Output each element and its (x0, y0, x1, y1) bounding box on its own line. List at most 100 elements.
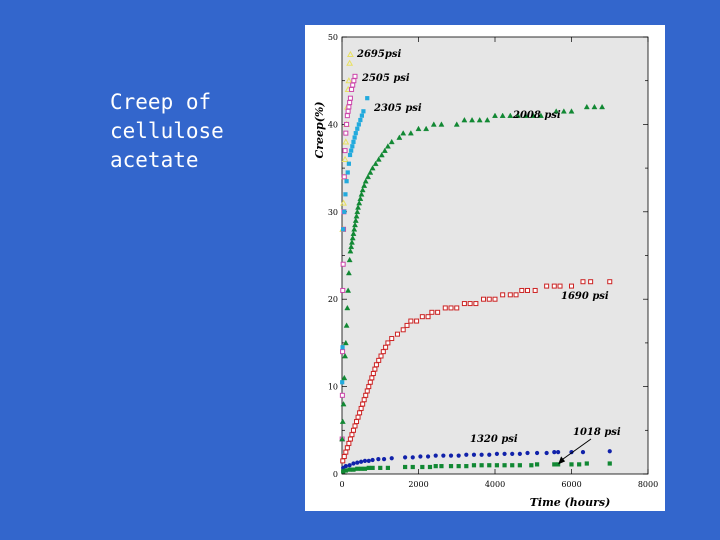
series-1690-psi (340, 279, 613, 464)
data-point-1018-psi (456, 464, 461, 469)
data-point-1690-psi (360, 401, 366, 407)
x-tick-label: 6000 (561, 480, 581, 489)
series-label-1690-psi: 1690 psi (561, 291, 609, 302)
series-1320-psi (341, 449, 612, 470)
data-point-2305-psi (351, 139, 356, 144)
data-point-2008-psi (407, 130, 414, 136)
data-point-2008-psi (357, 195, 364, 201)
data-point-1320-psi (362, 458, 368, 463)
arrow-1018-line (560, 438, 592, 461)
data-point-2305-psi (358, 117, 363, 123)
slide-title: Creep of cellulose acetate (110, 90, 224, 172)
data-point-1320-psi (359, 459, 364, 464)
data-point-1690-psi (383, 344, 389, 350)
data-point-1018-psi (569, 462, 574, 467)
data-point-1018-psi (464, 464, 469, 469)
data-point-2695psi (345, 77, 353, 84)
data-point-2008-psi (507, 112, 514, 118)
data-point-1690-psi (385, 340, 391, 346)
series-label-2008-psi: 2008 psi (512, 110, 561, 121)
series-2305-psi (340, 96, 370, 385)
data-point-2305-psi (350, 144, 355, 149)
data-point-1690-psi (361, 397, 367, 403)
data-point-2008-psi (349, 235, 356, 241)
data-point-1690-psi (349, 432, 355, 438)
data-point-2505-psi (352, 73, 358, 79)
data-point-2008-psi (515, 112, 521, 118)
data-point-1690-psi (544, 283, 550, 289)
data-point-1690-psi (341, 454, 347, 460)
y-tick-label: 0 (333, 470, 338, 479)
data-point-2505-psi (351, 78, 357, 84)
data-point-2008-psi (343, 322, 350, 328)
data-point-2008-psi (352, 221, 358, 228)
data-point-2008-psi (499, 112, 506, 118)
data-point-2505-psi (341, 174, 347, 180)
x-tick-label: 0 (339, 480, 344, 489)
data-point-1018-psi (556, 462, 561, 467)
data-point-2008-psi (591, 103, 598, 110)
data-point-1690-psi (352, 423, 358, 429)
data-point-2008-psi (341, 374, 348, 381)
data-point-1320-psi (376, 457, 381, 462)
data-point-2008-psi (350, 230, 357, 236)
data-point-2008-psi (355, 204, 362, 210)
data-point-1690-psi (363, 392, 369, 398)
plot-area (342, 37, 648, 474)
data-point-1018-psi (427, 464, 433, 470)
x-axis-title: Time (hours) (530, 496, 611, 509)
data-point-1690-psi (481, 296, 487, 302)
series-label-1018-psi: 1018 psi (573, 427, 621, 438)
data-point-2505-psi (350, 82, 356, 88)
data-point-1690-psi (340, 458, 346, 464)
data-point-1690-psi (429, 309, 435, 315)
data-point-2305-psi (342, 209, 347, 214)
data-point-1690-psi (569, 283, 574, 289)
data-point-1690-psi (378, 353, 384, 359)
data-point-2008-psi (568, 108, 575, 114)
data-point-2008-psi (430, 121, 437, 127)
data-point-2008-psi (356, 200, 363, 206)
data-point-2008-psi (362, 178, 369, 184)
data-point-1320-psi (471, 452, 477, 457)
data-point-2008-psi (354, 208, 361, 215)
data-point-2305-psi (349, 148, 354, 153)
creep-chart: 0 10 20 30 40 50 0 2000 4000 6000 8000 2695psi 2505… (313, 33, 658, 509)
data-point-2305-psi (355, 126, 360, 131)
data-point-1320-psi (525, 450, 530, 456)
data-point-1690-psi (404, 322, 410, 328)
data-point-2008-psi (347, 248, 354, 254)
data-point-1018-psi (433, 464, 438, 469)
data-point-1018-psi (448, 464, 454, 469)
data-point-1018-psi (370, 465, 375, 470)
data-point-1320-psi (410, 455, 415, 460)
data-point-1690-psi (372, 366, 378, 372)
series-2008-psi (339, 103, 606, 442)
data-point-1690-psi (394, 331, 400, 337)
data-point-2305-psi (341, 227, 346, 232)
data-point-1018-psi (362, 466, 368, 471)
data-point-1018-psi (385, 465, 390, 470)
data-point-1320-psi (456, 453, 461, 458)
data-point-1320-psi (381, 457, 387, 462)
series-labels: 2695psi 2505 psi 2305 psi 2008 psi 1690 psi 1… (356, 49, 621, 465)
data-point-2008-psi (396, 134, 403, 140)
data-point-2008-psi (599, 103, 606, 110)
data-point-1690-psi (607, 279, 613, 285)
data-point-2008-psi (522, 112, 529, 118)
y-axis-title: Creep(%) (313, 101, 326, 158)
data-point-2008-psi (342, 339, 349, 346)
data-point-1690-psi (525, 287, 531, 293)
series-label-2305-psi: 2305 psi (373, 103, 422, 114)
data-point-1690-psi (588, 279, 594, 285)
data-point-2008-psi (349, 239, 355, 245)
data-point-1320-psi (351, 461, 356, 466)
y-tick-label: 20 (328, 295, 338, 304)
data-point-1320-psi (343, 464, 348, 469)
data-point-2008-psi (367, 169, 374, 175)
data-point-2008-psi (438, 121, 445, 127)
data-point-2008-psi (344, 304, 351, 311)
data-point-1018-psi (534, 462, 540, 467)
data-point-2008-psi (469, 117, 475, 123)
data-point-1320-psi (607, 449, 612, 454)
